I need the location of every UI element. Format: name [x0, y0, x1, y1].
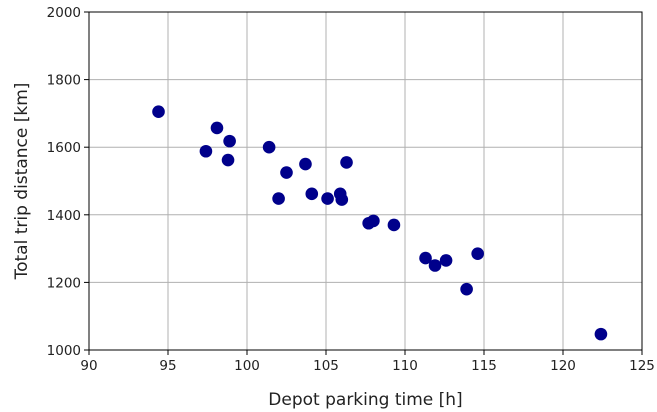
- data-point: [340, 156, 353, 169]
- data-point: [210, 121, 224, 135]
- y-tick-label: 1200: [47, 275, 81, 291]
- x-tick-label: 115: [471, 358, 497, 374]
- data-point: [419, 251, 432, 265]
- data-point: [299, 157, 312, 171]
- y-tick-label: 1000: [47, 343, 81, 359]
- y-axis-ticks: 1000 1200 1400 1600 1800 2000: [47, 5, 89, 359]
- data-point: [428, 259, 442, 272]
- x-tick-label: 95: [159, 358, 176, 374]
- x-tick-label: 110: [392, 358, 418, 374]
- x-axis-label: Depot parking time [h]: [268, 390, 462, 410]
- plot-frame: [88, 11, 643, 351]
- data-point: [471, 247, 484, 260]
- data-point: [272, 192, 285, 205]
- data-point: [262, 140, 276, 154]
- x-tick-label: 100: [234, 358, 260, 374]
- x-tick-label: 105: [313, 358, 339, 374]
- data-point: [280, 166, 293, 179]
- y-tick-label: 1600: [47, 140, 81, 156]
- data-point: [335, 193, 349, 206]
- x-axis-ticks: 90 95 100 105 110 115 120 125: [80, 350, 655, 374]
- y-tick-label: 1400: [47, 208, 81, 224]
- data-point: [594, 327, 608, 341]
- data-point: [305, 187, 319, 201]
- data-point: [321, 192, 334, 205]
- data-point: [221, 153, 235, 167]
- data-points: [152, 105, 608, 341]
- data-point: [223, 134, 236, 148]
- grid-lines: [88, 11, 643, 351]
- data-point: [460, 282, 473, 296]
- x-tick-label: 90: [80, 358, 97, 374]
- y-tick-label: 1800: [47, 73, 81, 89]
- data-point: [387, 218, 401, 232]
- x-tick-label: 125: [629, 358, 655, 374]
- data-point: [367, 214, 380, 228]
- y-tick-label: 2000: [47, 5, 81, 21]
- data-point: [199, 144, 213, 158]
- y-axis-label: Total trip distance [km]: [12, 83, 32, 281]
- x-tick-label: 120: [550, 358, 576, 374]
- data-point: [152, 105, 165, 119]
- data-point: [439, 254, 453, 267]
